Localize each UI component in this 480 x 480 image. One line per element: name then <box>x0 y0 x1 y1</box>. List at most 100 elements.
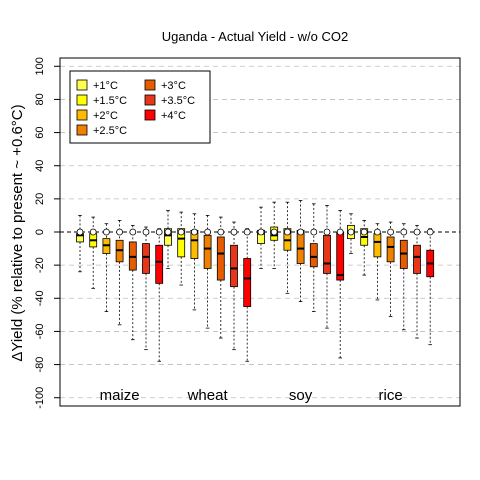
box-body <box>203 234 212 269</box>
y-tick-label: 0 <box>34 229 46 235</box>
present-marker <box>177 228 185 236</box>
boxes <box>76 200 435 362</box>
present-marker <box>270 228 278 236</box>
box-soy-2 <box>283 201 292 294</box>
box-body <box>323 234 331 274</box>
box-rice-2 <box>373 223 382 301</box>
present-marker <box>142 228 150 236</box>
legend-swatch <box>144 94 156 106</box>
box-wheat-6 <box>243 228 252 362</box>
present-marker <box>257 228 265 236</box>
legend-box <box>69 70 211 144</box>
box-rice-0 <box>347 213 355 254</box>
present-marker <box>426 228 434 236</box>
box-maize-3 <box>115 219 124 326</box>
box-body <box>413 244 421 274</box>
box-wheat-1 <box>177 211 186 286</box>
present-marker <box>297 228 305 236</box>
y-tick-label: 100 <box>34 57 46 75</box>
box-body <box>230 244 238 288</box>
box-soy-1 <box>270 201 279 269</box>
box-maize-0 <box>76 215 84 273</box>
crop-label-rice: rice <box>379 387 403 404</box>
crop-labels: maize wheat soy rice <box>100 387 403 404</box>
box-body <box>155 244 164 284</box>
box-rice-6 <box>426 228 435 346</box>
box-soy-5 <box>323 205 331 329</box>
box-body <box>216 236 225 281</box>
legend-swatch <box>144 79 156 91</box>
box-soy-6 <box>336 210 345 359</box>
legend-swatch <box>76 109 88 121</box>
legend-label: +2.5°C <box>93 125 127 137</box>
present-marker <box>155 228 163 236</box>
box-body <box>386 236 395 263</box>
y-tick-label: -60 <box>34 323 46 339</box>
box-wheat-5 <box>230 221 238 351</box>
box-maize-2 <box>102 223 111 312</box>
crop-label-maize: maize <box>100 387 140 404</box>
plot-frame <box>59 57 461 407</box>
box-wheat-3 <box>203 215 212 329</box>
present-marker <box>323 228 331 236</box>
legend-label: +3.5°C <box>161 95 195 107</box>
y-tick-label: -100 <box>34 387 46 409</box>
box-soy-0 <box>257 206 265 269</box>
present-marker <box>400 228 408 236</box>
box-maize-5 <box>142 226 150 351</box>
box-soy-3 <box>296 200 305 303</box>
box-rice-5 <box>413 224 421 339</box>
box-wheat-4 <box>216 216 225 339</box>
box-maize-4 <box>128 224 137 341</box>
y-tick-label: 60 <box>34 126 46 138</box>
legend-swatch <box>144 109 156 121</box>
present-marker <box>103 228 110 236</box>
box-body <box>336 231 345 281</box>
present-marker <box>310 228 318 236</box>
chart-title: Uganda - Actual Yield - w/o CO2 <box>162 29 348 44</box>
present-marker <box>336 228 344 236</box>
present-marker <box>283 228 291 236</box>
present-marker <box>116 228 123 236</box>
legend-label: +3°C <box>161 80 186 92</box>
present-marker <box>217 228 225 236</box>
present-marker <box>413 228 421 236</box>
box-rice-4 <box>399 223 408 331</box>
present-marker <box>243 228 251 236</box>
box-maize-1 <box>89 216 98 289</box>
y-tick-label: -40 <box>34 290 46 306</box>
box-body <box>309 243 318 268</box>
legend-label: +4°C <box>161 110 186 122</box>
present-marker <box>129 228 137 236</box>
y-tick-label: 80 <box>34 93 46 105</box>
box-rice-3 <box>386 221 395 317</box>
legend-label: +2°C <box>93 110 118 122</box>
box-wheat-0 <box>164 210 172 269</box>
present-marker <box>164 228 172 236</box>
y-tick-label: 40 <box>34 160 46 172</box>
legend-label: +1.5°C <box>93 95 127 107</box>
box-wheat-2 <box>190 213 199 311</box>
legend-label: +1°C <box>93 80 118 92</box>
present-marker <box>204 228 212 236</box>
present-marker <box>360 228 368 236</box>
box-body <box>373 233 382 258</box>
legend: +1°C +1.5°C +2°C +2.5°C +3°C +3.5°C +4°C <box>69 70 211 144</box>
box-body <box>243 258 252 307</box>
present-marker <box>89 228 97 236</box>
box-soy-4 <box>309 203 318 312</box>
y-axis-label: ΔYield (% relative to present ~ +0.6°C) <box>9 104 26 361</box>
present-marker <box>190 228 198 236</box>
box-rice-1 <box>360 219 369 276</box>
legend-swatch <box>76 124 88 136</box>
crop-label-wheat: wheat <box>187 387 229 404</box>
crop-label-soy: soy <box>289 387 313 404</box>
box-maize-6 <box>155 228 164 362</box>
present-marker <box>387 228 395 236</box>
legend-swatch <box>76 79 88 91</box>
y-tick-label: -20 <box>34 257 46 273</box>
present-marker <box>76 228 84 236</box>
y-axis: -100 -80 -60 -40 -20 0 20 40 60 80 100 <box>34 57 60 409</box>
